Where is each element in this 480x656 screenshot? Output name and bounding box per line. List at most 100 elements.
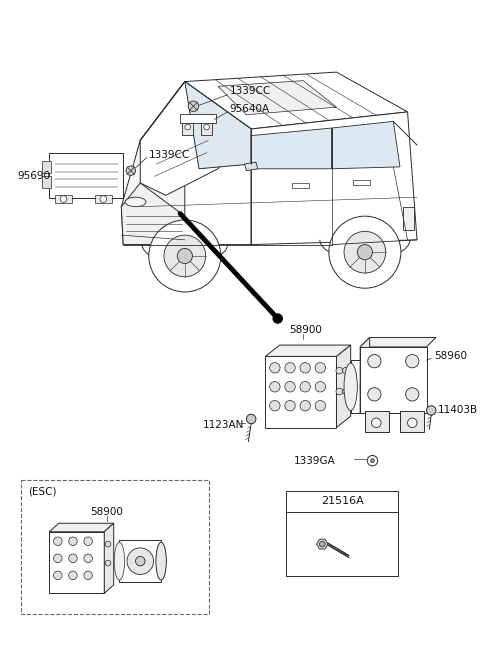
Bar <box>42 161 51 173</box>
Polygon shape <box>360 347 427 413</box>
Circle shape <box>343 388 349 395</box>
Circle shape <box>84 537 93 546</box>
Polygon shape <box>336 345 351 428</box>
Polygon shape <box>251 112 417 245</box>
Polygon shape <box>265 356 336 428</box>
Circle shape <box>372 418 381 428</box>
Polygon shape <box>121 183 185 245</box>
Text: (ESC): (ESC) <box>28 486 57 496</box>
Bar <box>180 113 216 123</box>
Circle shape <box>149 220 221 292</box>
Circle shape <box>368 354 381 368</box>
Polygon shape <box>332 121 400 169</box>
Polygon shape <box>123 81 251 245</box>
Circle shape <box>54 537 62 546</box>
Circle shape <box>344 232 386 273</box>
Polygon shape <box>185 81 251 169</box>
Text: 1123AN: 1123AN <box>203 420 244 430</box>
Bar <box>55 195 72 203</box>
Circle shape <box>127 548 154 575</box>
Circle shape <box>204 124 209 130</box>
Circle shape <box>315 401 325 411</box>
Circle shape <box>343 367 349 374</box>
Bar <box>120 541 161 582</box>
Circle shape <box>100 195 107 203</box>
Bar <box>353 180 370 185</box>
Circle shape <box>315 382 325 392</box>
Polygon shape <box>121 81 185 245</box>
Circle shape <box>185 124 191 130</box>
Ellipse shape <box>114 543 125 580</box>
Circle shape <box>406 354 419 368</box>
Polygon shape <box>360 337 436 347</box>
Text: 95640A: 95640A <box>229 104 269 114</box>
Text: 1339CC: 1339CC <box>149 150 190 159</box>
Circle shape <box>135 556 145 566</box>
Polygon shape <box>104 523 114 594</box>
Circle shape <box>285 382 295 392</box>
Text: 1339CC: 1339CC <box>229 86 271 96</box>
Circle shape <box>188 101 199 112</box>
Text: 58900: 58900 <box>289 325 322 335</box>
Polygon shape <box>140 81 251 195</box>
Ellipse shape <box>344 363 357 411</box>
Polygon shape <box>400 411 424 432</box>
Polygon shape <box>316 539 328 549</box>
Circle shape <box>336 367 343 374</box>
Bar <box>95 195 112 203</box>
Polygon shape <box>360 337 370 413</box>
Circle shape <box>105 560 111 566</box>
Polygon shape <box>218 81 336 115</box>
Text: 11403B: 11403B <box>438 405 478 415</box>
Circle shape <box>54 571 62 580</box>
Bar <box>42 176 51 188</box>
Polygon shape <box>244 162 258 171</box>
Circle shape <box>270 382 280 392</box>
Circle shape <box>285 401 295 411</box>
Circle shape <box>336 388 343 395</box>
Circle shape <box>84 554 93 563</box>
Ellipse shape <box>125 197 146 207</box>
Polygon shape <box>49 523 114 532</box>
Circle shape <box>270 401 280 411</box>
Text: 95690: 95690 <box>17 171 50 181</box>
Circle shape <box>319 541 325 547</box>
Bar <box>403 207 414 230</box>
Polygon shape <box>49 532 104 594</box>
Bar <box>21 480 208 614</box>
Circle shape <box>69 554 77 563</box>
Circle shape <box>315 363 325 373</box>
Circle shape <box>177 249 192 264</box>
Bar <box>292 183 309 188</box>
Bar <box>182 119 193 134</box>
Ellipse shape <box>397 363 410 411</box>
Circle shape <box>270 363 280 373</box>
Circle shape <box>285 363 295 373</box>
Circle shape <box>300 382 311 392</box>
Circle shape <box>84 571 93 580</box>
Circle shape <box>246 414 256 424</box>
Text: 58960: 58960 <box>434 352 467 361</box>
Circle shape <box>164 235 205 277</box>
Ellipse shape <box>156 543 167 580</box>
Circle shape <box>367 455 378 466</box>
Circle shape <box>54 554 62 563</box>
Circle shape <box>300 401 311 411</box>
Circle shape <box>357 245 372 260</box>
Circle shape <box>368 388 381 401</box>
Bar <box>351 360 404 413</box>
Circle shape <box>69 571 77 580</box>
Circle shape <box>360 370 394 404</box>
Circle shape <box>300 363 311 373</box>
Polygon shape <box>365 411 389 432</box>
Circle shape <box>371 380 384 394</box>
Circle shape <box>126 166 135 175</box>
Circle shape <box>427 405 436 415</box>
Circle shape <box>69 537 77 546</box>
Circle shape <box>329 216 401 288</box>
Circle shape <box>273 314 282 323</box>
Polygon shape <box>185 72 408 129</box>
Circle shape <box>371 459 374 462</box>
Bar <box>49 153 123 198</box>
Circle shape <box>105 541 111 547</box>
